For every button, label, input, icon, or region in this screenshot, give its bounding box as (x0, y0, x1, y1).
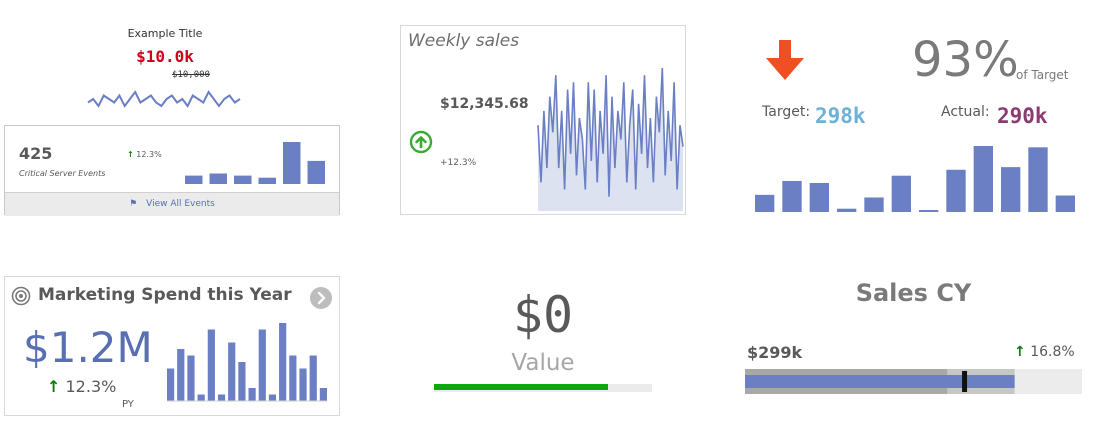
weekly-sales-value: $12,345.68 (440, 96, 529, 112)
kpi-value: $10.0k (136, 47, 194, 66)
bar (755, 194, 775, 212)
sales-cy-title: Sales CY (855, 279, 972, 307)
critical-server-events-card[interactable]: 425 Critical Server Events ↑ 12.3% ⚑ Vie… (4, 125, 340, 216)
area-fill (538, 68, 683, 211)
target-value: 298k (815, 104, 866, 128)
bar (209, 173, 227, 184)
sales-cy-delta: ↑ 16.8% (1014, 344, 1075, 360)
bar (207, 329, 215, 401)
percent-of-target: 93% (912, 32, 1019, 88)
flag-icon: ⚑ (129, 199, 138, 209)
example-title: Example Title (127, 27, 203, 40)
bar (238, 362, 246, 401)
marketing-spend-bar-chart (167, 323, 327, 402)
bar (809, 182, 829, 212)
delta-indicator: ↑ 12.3% (127, 150, 162, 159)
mini-bar-chart (185, 142, 325, 184)
bar (891, 175, 911, 212)
sparkline (87, 90, 241, 108)
chevron-right-icon[interactable] (310, 287, 332, 309)
weekly-sales-area-chart (537, 67, 684, 211)
bar (185, 175, 203, 184)
bar (187, 355, 195, 401)
bar (217, 394, 226, 401)
bar (197, 394, 205, 401)
bar (258, 329, 266, 401)
bar (248, 388, 256, 401)
progress-track (434, 384, 652, 392)
target-bar-chart (755, 146, 1075, 212)
kpi-target-value: $10,000 (172, 70, 210, 80)
actual-label: Actual: (941, 104, 990, 120)
up-arrow-icon: ↑ (47, 377, 61, 396)
weekly-sales-delta: +12.3% (440, 158, 477, 168)
bar (1055, 195, 1075, 212)
actual-value: 290k (997, 104, 1048, 128)
delta-value: 12.3% (65, 377, 117, 396)
marketing-spend-delta: ↑ 12.3% (47, 377, 116, 396)
bar (973, 146, 993, 212)
bar (177, 349, 185, 401)
bar (782, 180, 802, 212)
value-label: Value (511, 350, 575, 376)
bar (946, 169, 966, 212)
bar (258, 177, 276, 184)
bar (167, 368, 175, 401)
target-label: Target: (762, 104, 811, 120)
marketing-spend-card[interactable]: Marketing Spend this Year $1.2M ↑ 12.3% … (4, 276, 340, 416)
bar (289, 355, 297, 401)
view-all-events-label: View All Events (146, 199, 215, 209)
bar (279, 323, 287, 401)
sparkline-path (87, 90, 241, 108)
bar (919, 210, 939, 212)
bar (1028, 147, 1048, 212)
marketing-spend-title: Marketing Spend this Year (38, 285, 292, 305)
progress-fill (434, 384, 609, 390)
event-count: 425 (19, 144, 53, 163)
sales-cy-value: $299k (747, 343, 803, 362)
value-kpi: $0 (512, 286, 574, 344)
actual-bar (745, 375, 1015, 388)
bar (319, 388, 327, 401)
bar (864, 197, 884, 212)
delta-value: 16.8% (1030, 344, 1075, 360)
bullet-chart (745, 369, 1082, 394)
bar (309, 355, 317, 401)
bar (299, 368, 307, 401)
bar (307, 160, 325, 184)
bar (283, 142, 301, 184)
previous-year-label: PY (122, 399, 134, 410)
area-line (537, 67, 684, 197)
view-all-events-link[interactable]: ⚑ View All Events (5, 192, 339, 216)
bar (228, 342, 236, 401)
bar (1001, 167, 1021, 212)
bar (837, 208, 857, 212)
event-subtitle: Critical Server Events (19, 169, 106, 178)
percent-suffix: of Target (1016, 68, 1069, 82)
up-arrow-icon: ↑ (127, 150, 134, 159)
marketing-spend-value: $1.2M (23, 323, 153, 372)
weekly-sales-card[interactable]: Weekly sales $12,345.68 +12.3% (400, 25, 686, 215)
up-arrow-icon: ↑ (1014, 344, 1026, 360)
bar (268, 394, 277, 401)
up-circle-icon (409, 130, 433, 154)
weekly-sales-title: Weekly sales (408, 31, 520, 51)
target-icon (11, 286, 31, 306)
bar (234, 175, 252, 184)
delta-value: 12.3% (136, 150, 162, 159)
target-marker (962, 371, 968, 392)
down-arrow-icon (766, 40, 804, 80)
